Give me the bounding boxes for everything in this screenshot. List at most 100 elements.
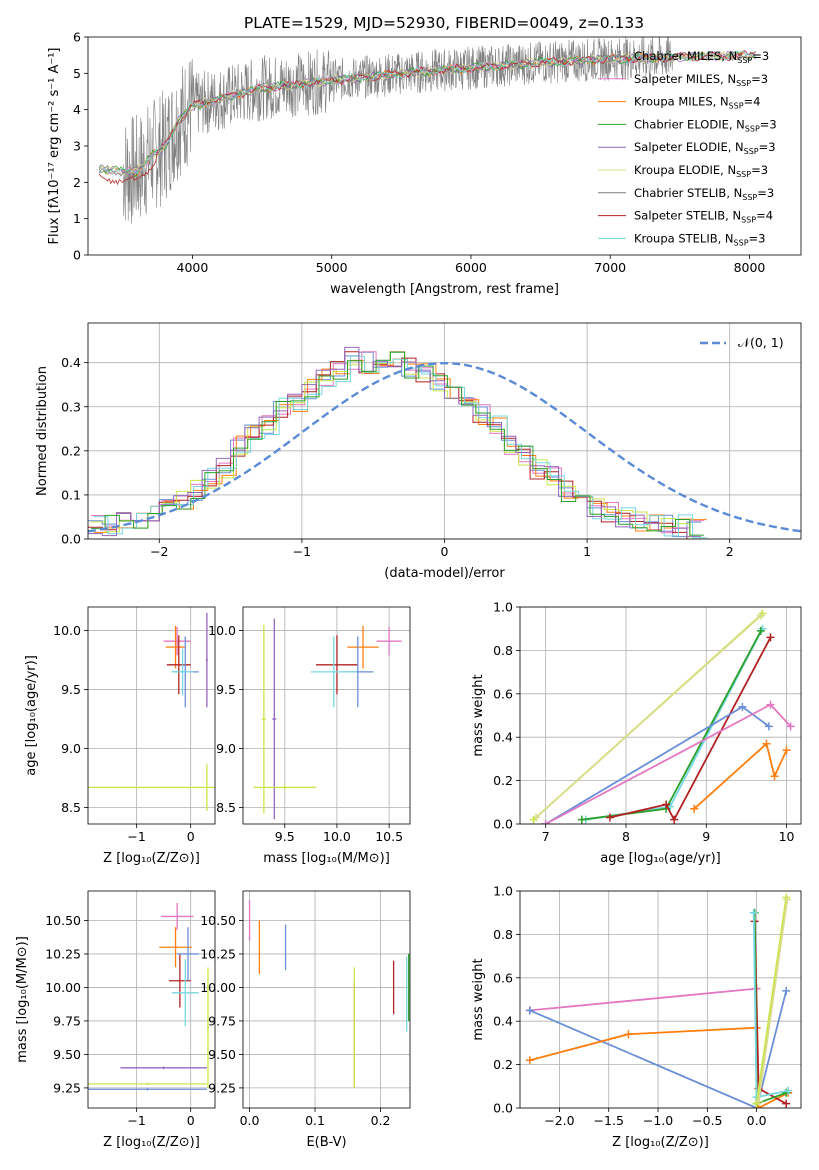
legend-label: Chabrier MILES, NSSP=3 (634, 49, 769, 65)
weight-marker (754, 1097, 763, 1106)
weight-line (693, 742, 788, 810)
x-tick-label: 1 (583, 544, 591, 559)
x-tick-label: 8 (622, 829, 630, 844)
y-tick-label: 0.4 (493, 1014, 513, 1029)
plot-area (529, 609, 795, 824)
plot-area (88, 612, 215, 812)
y-axis-label: mass [log₁₀(M/M⊙)] (15, 936, 30, 1063)
x-axis-label: mass [log₁₀(M/M⊙)] (263, 851, 390, 866)
weight-marker (541, 820, 550, 824)
weight-marker (749, 908, 758, 917)
x-tick-label: 0.0 (747, 1113, 767, 1128)
y-tick-label: 9.50 (53, 1047, 81, 1062)
chart-panel-1: 𝒩(0, 1) −2 −1 0 1 2 0.0 0.1 0.2 0.3 0.4 (data-model… (35, 322, 802, 581)
weight-marker (532, 813, 541, 822)
x-tick-label: 0 (187, 1113, 195, 1128)
y-axis-label: Flux [fλ10⁻¹⁷ erg cm⁻² s⁻¹ A⁻¹] (47, 48, 62, 245)
y-tick-label: 0.4 (61, 355, 81, 370)
weight-marker (577, 815, 586, 824)
y-axis-label: mass weight (471, 674, 486, 756)
y-tick-label: 8.5 (61, 800, 81, 815)
chart-panel-3: 9.5 10.0 10.5 8.5 9.0 9.5 10.0 mass [log₁₀(M/M⊙… (208, 606, 411, 866)
x-tick-label: 0.1 (305, 1113, 325, 1128)
weight-marker (770, 772, 779, 781)
x-tick-label: −2 (150, 544, 168, 559)
x-tick-label: 9 (702, 829, 710, 844)
histogram-step (93, 355, 707, 539)
legend-label: Salpeter ELODIE, NSSP=3 (634, 140, 776, 156)
weight-line (535, 615, 762, 819)
y-tick-label: 9.25 (208, 1080, 236, 1095)
x-tick-label: 8000 (734, 260, 766, 275)
x-axis-label: Z [log₁₀(Z/Z⊙)] (103, 1135, 200, 1150)
y-tick-label: 2 (73, 175, 81, 190)
weight-marker (756, 626, 765, 635)
spectrum-data-line (122, 37, 673, 224)
y-tick-label: 0.0 (61, 532, 81, 547)
legend-label: Salpeter MILES, NSSP=3 (634, 72, 768, 88)
weight-marker (782, 986, 791, 995)
x-tick-label: −2.0 (544, 1113, 574, 1128)
y-tick-label: 10.0 (53, 623, 81, 638)
spectrum-model-line (98, 50, 757, 186)
y-tick-label: 0.0 (493, 1101, 513, 1116)
y-tick-label: 10.25 (200, 946, 236, 961)
spectrum-model-line (98, 50, 757, 175)
weight-line (757, 899, 789, 1102)
y-tick-label: 0.8 (493, 643, 513, 658)
x-tick-label: 9.5 (275, 829, 295, 844)
y-tick-label: 0.1 (61, 487, 81, 502)
weight-line (585, 628, 764, 821)
y-tick-label: 0.8 (493, 927, 513, 942)
x-tick-label: 10.5 (375, 829, 403, 844)
weight-marker (670, 815, 679, 824)
y-tick-label: 5 (73, 66, 81, 81)
plot-area (525, 893, 793, 1108)
x-axis-label: (data-model)/error (384, 566, 505, 581)
y-tick-label: 1 (73, 211, 81, 226)
chart-panel-5: −1 0 9.25 9.50 9.75 10.00 10.25 10.50 Z [log₁₀(Z… (15, 890, 216, 1150)
y-tick-label: 9.5 (61, 682, 81, 697)
weight-line (529, 990, 788, 1108)
y-tick-label: 10.50 (200, 913, 236, 928)
x-tick-label: 10.0 (323, 829, 351, 844)
x-tick-label: −1 (293, 544, 311, 559)
normal-curve (88, 361, 801, 533)
weight-marker (738, 702, 747, 711)
weight-marker (662, 800, 671, 809)
y-tick-label: 6 (73, 30, 81, 45)
weight-marker (764, 722, 773, 731)
weight-marker (624, 1030, 633, 1039)
y-tick-label: 4 (73, 102, 81, 117)
y-tick-label: 0.6 (493, 970, 513, 985)
spectrum-model-line (99, 51, 757, 177)
weight-line (755, 897, 788, 1104)
legend-label: Salpeter STELIB, NSSP=4 (634, 209, 773, 225)
y-tick-label: 10.00 (45, 980, 81, 995)
legend-label: Chabrier STELIB, NSSP=3 (634, 186, 774, 202)
weight-marker (690, 804, 699, 813)
x-tick-label: −0.5 (692, 1113, 722, 1128)
weight-marker (782, 746, 791, 755)
x-tick-label: −1.5 (594, 1113, 624, 1128)
y-tick-label: 9.0 (216, 741, 236, 756)
weight-marker (756, 611, 765, 620)
weight-marker (783, 895, 792, 904)
x-axis-label: E(B-V) (306, 1135, 346, 1150)
y-tick-label: 3 (73, 139, 81, 154)
histogram-step (90, 351, 704, 536)
weight-line (529, 1026, 789, 1108)
x-tick-label: −1.0 (643, 1113, 673, 1128)
x-axis-label: wavelength [Angstrom, rest frame] (330, 282, 559, 297)
y-tick-label: 10.00 (200, 980, 236, 995)
axes-frame (519, 890, 802, 1109)
x-tick-label: 0.2 (371, 1113, 391, 1128)
y-tick-label: 0 (73, 248, 81, 263)
spectrum-model-line (98, 51, 756, 177)
weight-line (609, 636, 772, 822)
weight-marker (786, 722, 795, 731)
x-tick-label: 5000 (316, 260, 348, 275)
legend-label: 𝒩(0, 1) (738, 335, 784, 350)
spectrum-title: PLATE=1529, MJD=52930, FIBERID=0049, z=0… (244, 14, 644, 32)
